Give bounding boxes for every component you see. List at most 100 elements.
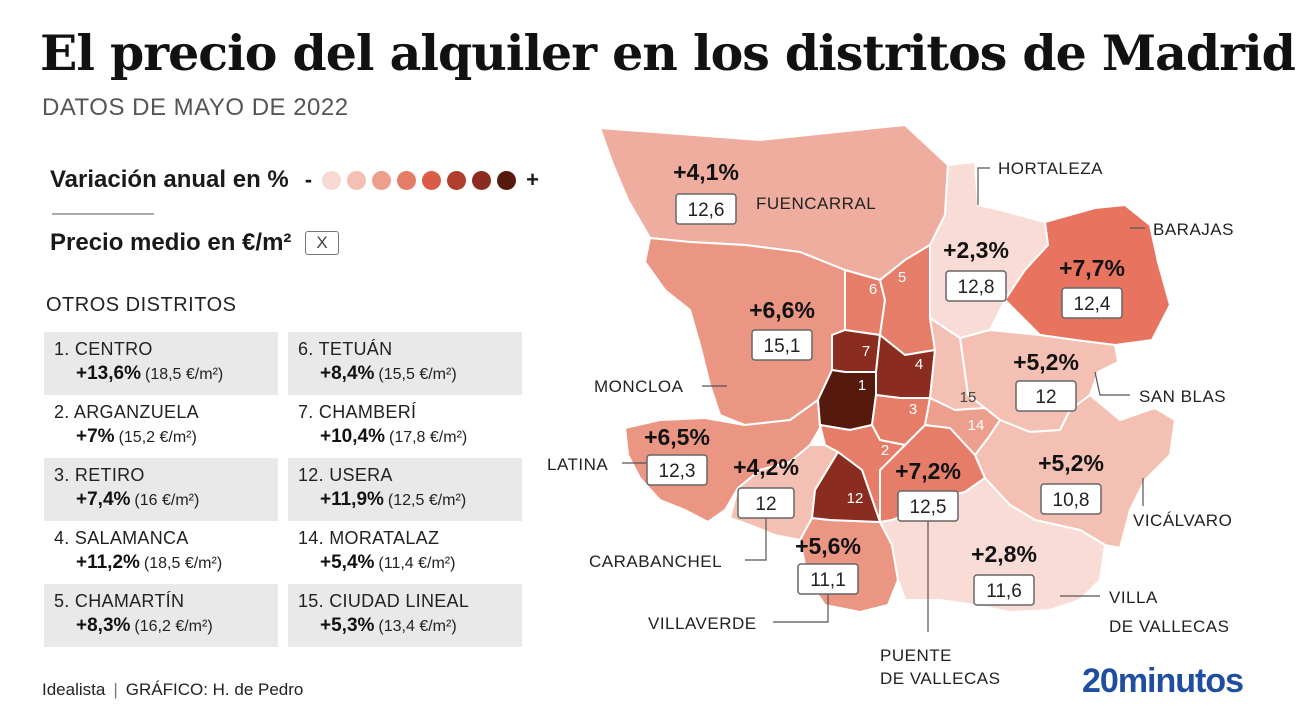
price-villavallecas: 11,6 xyxy=(986,581,1022,602)
pricebox-villaverde xyxy=(797,563,859,595)
district-number-2: 2 xyxy=(881,442,889,459)
price-hortaleza: 12,8 xyxy=(958,277,995,298)
district-12 xyxy=(811,451,881,523)
pricebox-carabanchel xyxy=(737,487,795,519)
district-barajas xyxy=(1004,204,1171,346)
district-card-price: (15,2 €/m²) xyxy=(118,429,197,446)
district-card-price: (18,5 €/m²) xyxy=(144,366,224,383)
other-districts-title: OTROS DISTRITOS xyxy=(46,294,237,316)
pct-moncloa: +6,6% xyxy=(749,297,815,323)
scale-dot-2 xyxy=(347,170,367,190)
district-card-name: 3. RETIRO xyxy=(54,465,145,485)
price-legend-label: Precio medio en €/m² xyxy=(50,229,292,256)
district-card-pct: +7% xyxy=(76,426,115,447)
scale-dot-5 xyxy=(422,170,442,190)
scale-dot-7 xyxy=(472,170,492,190)
district-card-name: 2. ARGANZUELA xyxy=(54,402,199,422)
district-number-1: 1 xyxy=(858,377,866,394)
pct-villaverde: +5,6% xyxy=(795,533,861,559)
district-card: 6. TETUÁN +8,4% (15,5 €/m²) xyxy=(288,332,522,395)
district-number-12: 12 xyxy=(847,490,864,507)
price-legend: Precio medio en €/m² X xyxy=(50,229,339,257)
district-card: 2. ARGANZUELA +7% (15,2 €/m²) xyxy=(44,395,278,458)
label-barajas: BARAJAS xyxy=(1153,220,1234,239)
district-card: 4. SALAMANCA +11,2% (18,5 €/m²) xyxy=(44,521,278,584)
label-villaverde: VILLAVERDE xyxy=(648,614,757,633)
pricebox-puente xyxy=(897,490,959,522)
district-card-pct: +8,3% xyxy=(76,615,131,636)
price-villaverde: 11,1 xyxy=(810,570,846,591)
pct-puente: +7,2% xyxy=(895,458,961,484)
district-1 xyxy=(817,369,877,431)
footer: Idealista | GRÁFICO: H. de Pedro xyxy=(42,680,303,700)
pricebox-barajas xyxy=(1061,287,1123,319)
scale-minus: - xyxy=(304,167,313,192)
district-card-pct: +13,6% xyxy=(76,363,141,384)
district-card-name: 14. MORATALAZ xyxy=(298,528,440,548)
district-card-name: 5. CHAMARTÍN xyxy=(54,591,185,611)
district-card-price: (18,5 €/m²) xyxy=(143,555,223,572)
scale-dot-1 xyxy=(322,170,342,190)
pricebox-hortaleza xyxy=(945,270,1007,302)
leader-villaverde xyxy=(773,592,829,623)
district-number-15: 15 xyxy=(960,389,977,406)
page-title: El precio del alquiler en los distritos … xyxy=(40,24,1296,82)
legend-divider xyxy=(52,213,154,215)
district-card-price: (16 €/m²) xyxy=(134,492,200,509)
district-card-price: (12,5 €/m²) xyxy=(387,492,467,509)
variation-legend: Variación anual en % - + xyxy=(50,166,549,194)
district-card-price: (15,5 €/m²) xyxy=(378,366,457,383)
district-card: 7. CHAMBERÍ +10,4% (17,8 €/m²) xyxy=(288,395,522,458)
district-14 xyxy=(924,397,1001,456)
price-legend-box: X xyxy=(305,231,339,255)
footer-separator: | xyxy=(113,680,118,699)
price-moncloa: 15,1 xyxy=(764,336,801,357)
district-7 xyxy=(831,329,881,373)
pct-vicalvaro: +5,2% xyxy=(1038,450,1104,476)
pricebox-moncloa xyxy=(751,329,813,361)
district-card: 3. RETIRO +7,4% (16 €/m²) xyxy=(44,458,278,521)
district-2 xyxy=(819,424,906,523)
pct-villavallecas: +2,8% xyxy=(971,541,1037,567)
label-moncloa: MONCLOA xyxy=(594,377,684,396)
label-latina: LATINA xyxy=(547,455,608,474)
scale-dot-8 xyxy=(497,170,517,190)
district-card-name: 12. USERA xyxy=(298,465,393,485)
district-card: 14. MORATALAZ +5,4% (11,4 €/m²) xyxy=(288,521,522,584)
district-number-14: 14 xyxy=(968,417,985,434)
district-card-pct: +10,4% xyxy=(320,426,385,447)
scale-plus: + xyxy=(526,167,539,192)
leader-carabanchel xyxy=(745,518,767,561)
district-card: 1. CENTRO +13,6% (18,5 €/m²) xyxy=(44,332,278,395)
credit: GRÁFICO: H. de Pedro xyxy=(125,680,304,699)
price-fuencarral: 12,6 xyxy=(688,200,725,221)
district-card-name: 15. CIUDAD LINEAL xyxy=(298,591,470,611)
district-card-name: 7. CHAMBERÍ xyxy=(298,402,417,422)
price-carabanchel: 12 xyxy=(755,494,776,515)
price-vicalvaro: 10,8 xyxy=(1053,490,1090,511)
label-hortaleza: HORTALEZA xyxy=(998,159,1103,178)
district-card-price: (16,2 €/m²) xyxy=(134,618,213,635)
pct-sanblas: +5,2% xyxy=(1013,349,1079,375)
scale-dot-6 xyxy=(447,170,467,190)
pct-fuencarral: +4,1% xyxy=(673,159,739,185)
label-carabanchel: CARABANCHEL xyxy=(589,552,722,571)
price-sanblas: 12 xyxy=(1035,387,1056,408)
district-number-6: 6 xyxy=(869,281,877,298)
district-card-name: 6. TETUÁN xyxy=(298,339,393,359)
label-villavallecas-line2: DE VALLECAS xyxy=(1109,617,1229,636)
label-vicalvaro: VICÁLVARO xyxy=(1133,511,1232,530)
district-card-price: (17,8 €/m²) xyxy=(388,429,468,446)
district-card: 15. CIUDAD LINEAL +5,3% (13,4 €/m²) xyxy=(288,584,522,647)
pricebox-vicalvaro xyxy=(1040,483,1102,515)
source: Idealista xyxy=(42,680,106,699)
district-card-pct: +7,4% xyxy=(76,489,131,510)
pricebox-fuencarral xyxy=(675,193,737,225)
district-card-pct: +8,4% xyxy=(320,363,375,384)
scale-dot-3 xyxy=(372,170,392,190)
pricebox-villavallecas xyxy=(973,574,1035,606)
district-card-price: (11,4 €/m²) xyxy=(378,555,456,572)
district-card-pct: +11,9% xyxy=(320,489,384,510)
subtitle: DATOS DE MAYO DE 2022 xyxy=(42,94,349,121)
